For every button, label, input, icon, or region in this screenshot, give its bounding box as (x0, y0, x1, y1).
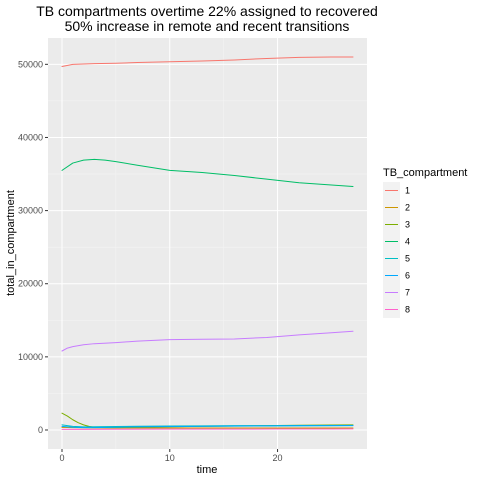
x-axis-title: time (197, 464, 218, 476)
plot-panel (48, 38, 367, 449)
y-tick-label: 20000 (18, 279, 43, 289)
y-tick-label: 40000 (18, 132, 43, 142)
chart-title-line-1: TB compartments overtime 22% assigned to… (36, 3, 378, 19)
series-line-8 (61, 428, 354, 430)
minor-gridlines (48, 38, 367, 449)
series-line-6 (61, 425, 354, 429)
legend-label-4: 4 (405, 237, 410, 247)
legend-title: TB_compartment (383, 167, 467, 179)
legend-label-3: 3 (405, 220, 410, 230)
chart-title-line-2: 50% increase in remote and recent transi… (65, 18, 350, 34)
series-line-1 (61, 56, 354, 68)
x-axis: 0 10 20 (60, 449, 283, 463)
legend-label-6: 6 (405, 271, 410, 281)
major-gridlines (48, 38, 367, 449)
legend-label-7: 7 (405, 288, 410, 298)
y-axis: 0 10000 20000 30000 40000 50000 (18, 59, 48, 435)
y-tick-label: 50000 (18, 59, 43, 69)
x-tick-label: 0 (60, 453, 65, 463)
legend-label-5: 5 (405, 254, 410, 264)
legend: TB_compartment 1 2 3 4 5 6 7 8 (383, 167, 467, 318)
series-line-4 (61, 158, 354, 187)
y-tick-label: 0 (38, 425, 43, 435)
x-tick-label: 10 (165, 453, 175, 463)
y-axis-title: total_in_compartment (5, 190, 17, 296)
y-tick-label: 30000 (18, 206, 43, 216)
x-tick-label: 20 (273, 453, 283, 463)
series-line-7 (61, 330, 354, 352)
y-tick-label: 10000 (18, 352, 43, 362)
series-lines (61, 56, 354, 430)
legend-label-8: 8 (405, 305, 410, 315)
legend-label-1: 1 (405, 186, 410, 196)
legend-label-2: 2 (405, 203, 410, 213)
